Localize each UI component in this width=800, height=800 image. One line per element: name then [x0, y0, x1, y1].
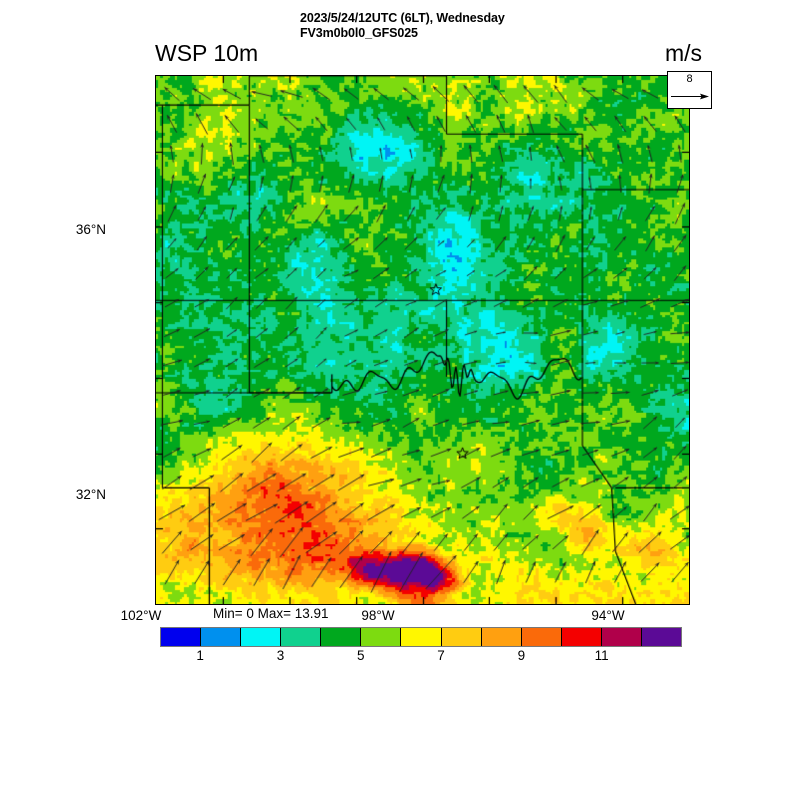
- colorbar-swatch-7: [441, 628, 482, 646]
- colorbar-swatch-3: [281, 628, 322, 646]
- colorbar-swatch-4: [321, 628, 362, 646]
- variable-label: WSP 10m: [155, 40, 259, 66]
- wind-speed-heatmap: [156, 76, 689, 604]
- colorbar-tick-11: 11: [594, 648, 609, 663]
- lon-tick-label-102w: 102°W: [120, 608, 162, 623]
- lon-tick-label-94w: 94°W: [591, 608, 625, 623]
- wind-vector-key: 8: [667, 71, 712, 109]
- colorbar-tick-7: 7: [437, 648, 445, 663]
- colorbar-tick-9: 9: [517, 648, 526, 663]
- colorbar: [160, 627, 682, 647]
- colorbar-tick-1: 1: [196, 648, 204, 663]
- colorbar-swatch-11: [601, 628, 642, 646]
- colorbar-swatch-10: [561, 628, 602, 646]
- colorbar-tick-labels: 1 3 5 7 9 11: [160, 648, 682, 666]
- colorbar-container: 1 3 5 7 9 11: [160, 627, 682, 663]
- lat-tick-label-32n: 32°N: [75, 487, 106, 502]
- colorbar-swatch-5: [361, 628, 402, 646]
- colorbar-swatch-6: [401, 628, 442, 646]
- lon-tick-label-98w: 98°W: [361, 608, 395, 623]
- colorbar-swatch-9: [521, 628, 562, 646]
- colorbar-tick-3: 3: [276, 648, 285, 663]
- colorbar-swatch-8: [481, 628, 522, 646]
- colorbar-swatch-0: [161, 628, 202, 646]
- map-plot-area: [155, 75, 690, 605]
- arrow-right-icon: [671, 93, 709, 100]
- min-max-annotation: Min= 0 Max= 13.91: [213, 606, 329, 621]
- wind-vector-key-value: 8: [686, 73, 693, 85]
- lat-tick-label-36n: 36°N: [75, 222, 106, 237]
- units-label: m/s: [664, 40, 702, 66]
- colorbar-swatch-1: [201, 628, 242, 646]
- model-title: FV3m0b0l0_GFS025: [300, 26, 418, 40]
- colorbar-swatch-2: [241, 628, 282, 646]
- chart-title-block: 2023/5/24/12UTC (6LT), Wednesday FV3m0b0…: [300, 11, 600, 41]
- colorbar-swatch-12: [641, 628, 682, 646]
- colorbar-tick-5: 5: [357, 648, 365, 663]
- datetime-title: 2023/5/24/12UTC (6LT), Wednesday: [300, 11, 505, 25]
